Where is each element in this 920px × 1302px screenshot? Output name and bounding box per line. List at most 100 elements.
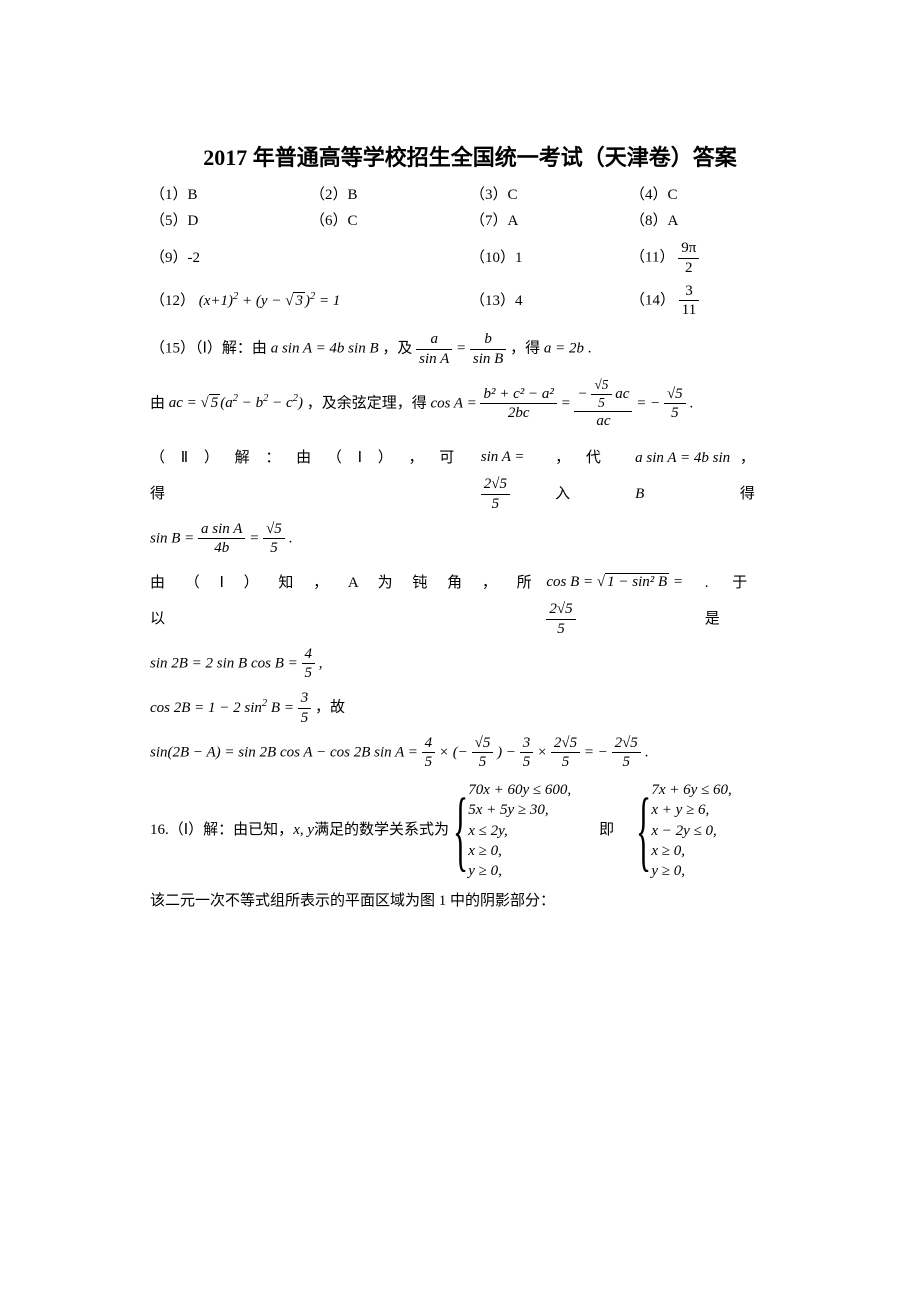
q15-l3-pre: （ Ⅱ ） 解 ： 由 （ Ⅰ ） ， 可 得	[150, 440, 481, 512]
q15-l5-cos: cos B =	[546, 574, 597, 590]
q15-l1-eq1: a sin A = 4b sin B	[271, 341, 379, 357]
q16-s2r4: x ≥ 0,	[651, 841, 731, 861]
q15-l8-m3: ×	[537, 744, 551, 760]
q15-l2-f2it: √5	[591, 377, 611, 395]
q15-l3-m: ， 代 入	[555, 440, 635, 512]
q15-l1-post: ，得 a = 2b .	[510, 341, 591, 357]
ans-11-num: 9π	[678, 239, 699, 259]
ans-12-eq: (x+1)2 + (y − 3)2 = 1	[199, 293, 341, 309]
q15-l4-f2n: √5	[263, 520, 285, 540]
q15-l4-f1n: a sin A	[198, 520, 245, 540]
ans-7: （7）A	[470, 209, 630, 233]
q15-l2-f1n: b² + c² − a²	[480, 385, 556, 405]
q16-s2r1: 7x + 6y ≤ 60,	[651, 780, 731, 800]
q15-l2-f3n: √5	[664, 385, 686, 405]
q15-l8-f2n: √5	[472, 734, 494, 754]
q15-l7-n: 3	[298, 689, 312, 709]
page-title: 2017 年普通高等学校招生全国统一考试（天津卷）答案	[150, 140, 790, 175]
q15-l7-f: 3 5	[298, 689, 312, 728]
q15-l4-f1: a sin A 4b	[198, 520, 245, 559]
q15-l6-f: 4 5	[302, 645, 316, 684]
q15-l2-cos: cos A =	[430, 395, 480, 411]
ans-14: （14） 3 11	[630, 282, 790, 321]
q15-l4-pre: sin B =	[150, 530, 198, 546]
q15-l2-acv: ac =	[169, 395, 201, 411]
q15-l5-post: . 于 是	[705, 565, 790, 637]
q15-l2-end: .	[689, 395, 693, 411]
q15-l8-f5n: 2√5	[612, 734, 641, 754]
exam-answer-page: 2017 年普通高等学校招生全国统一考试（天津卷）答案 （1）B （2）B （3…	[0, 0, 920, 973]
q15-line5: 由 （ Ⅰ ） 知 ， A 为 钝 角 ， 所 以 cos B = 1 − si…	[150, 564, 790, 639]
ans-12-label: （12）	[150, 293, 195, 309]
q16-s2r2: x + y ≥ 6,	[651, 800, 731, 820]
q15-l2-f2-inner: √55	[591, 377, 611, 412]
q15-l5-sqv: 1 − sin² B	[605, 573, 669, 591]
q15-l6-pre: sin 2B = 2 sin B cos B =	[150, 655, 302, 671]
ans-3: （3）C	[470, 183, 630, 207]
q16-pre: 16.（Ⅰ）解：由已知，	[150, 811, 293, 850]
q15-l8-end: .	[645, 744, 649, 760]
q15-l8-pre: sin(2B − A) = sin 2B cos A − cos 2B sin …	[150, 744, 422, 760]
q15-l2-f2ib: 5	[591, 395, 611, 412]
q15-l3-eq: a sin A = 4b sin B	[635, 440, 740, 512]
q15-l8-f1n: 4	[422, 734, 436, 754]
q16-last: 该二元一次不等式组所表示的平面区域为图 1 中的阴影部分：	[150, 889, 790, 913]
ans-10: （10）1	[470, 246, 630, 270]
ans-14-num: 3	[679, 282, 699, 302]
brace-icon-2: {	[636, 786, 651, 876]
q15-l1-f2: b sin B	[470, 330, 506, 369]
q15-l1-f2d: sin B	[470, 350, 506, 369]
q15-l8-f3d: 5	[520, 753, 534, 772]
ans-11: （11） 9π 2	[630, 239, 790, 278]
q16-s1r1: 70x + 60y ≤ 600,	[468, 780, 571, 800]
q15-l3-f: 2√5 5	[481, 475, 510, 514]
a12-sqrt: 3	[285, 293, 305, 309]
q15-l2-f3d: 5	[664, 404, 686, 423]
q15-line2: 由 ac = 5(a2 − b2 − c2) ，及余弦定理，得 cos A = …	[150, 377, 790, 432]
q15-l8-f5d: 5	[612, 753, 641, 772]
q15-l3-fn: 2√5	[481, 475, 510, 495]
q15-l1-eq: =	[456, 341, 470, 357]
q15-l2-p: (a	[220, 395, 233, 411]
q15-l1-f1n: a	[416, 330, 452, 350]
q15-l2-m: − b	[238, 395, 263, 411]
ans-9: （9）-2	[150, 246, 470, 270]
q15-l5-mid: cos B = 1 − sin² B = 2√5 5	[546, 564, 704, 639]
q15-line8: sin(2B − A) = sin 2B cos A − cos 2B sin …	[150, 734, 790, 773]
q15-line4: sin B = a sin A 4b = √5 5 .	[150, 520, 790, 559]
q15-l3-sin: sin A =	[481, 449, 525, 465]
q15-l2-sqrt: 5	[201, 395, 221, 411]
q16-xy: x, y	[293, 811, 314, 850]
q15-l6-d: 5	[302, 664, 316, 683]
answers-1-8: （1）B （2）B （3）C （4）C （5）D （6）C （7）A （8）A	[150, 183, 790, 233]
q15-l8-m2: ) −	[497, 744, 520, 760]
a12-mid: + (y −	[238, 293, 285, 309]
q15-l4-e: =	[249, 530, 263, 546]
q15-l8-f4n: 2√5	[551, 734, 580, 754]
q15-l8-f2: √55	[472, 734, 494, 773]
ans-11-frac: 9π 2	[678, 239, 699, 278]
q15-l2-f3: √5 5	[664, 385, 686, 424]
q15-l1-f2n: b	[470, 330, 506, 350]
ans-13: （13）4	[470, 289, 630, 313]
ans-4: （4）C	[630, 183, 790, 207]
q15-line1: （15）（Ⅰ）解：由 a sin A = 4b sin B ，及 a sin A…	[150, 330, 790, 369]
q15-l2-f2: − √55 ac ac	[574, 377, 632, 432]
q16-line: 16.（Ⅰ）解：由已知， x, y 满足的数学关系式为 { 70x + 60y …	[150, 780, 790, 881]
q15-l2-f1: b² + c² − a² 2bc	[480, 385, 556, 424]
q15-l2-pre: 由	[150, 395, 169, 411]
q16-s1r3: x ≤ 2y,	[468, 821, 571, 841]
q15-l2-sqrtv: 5	[209, 394, 221, 412]
ans-11-den: 2	[678, 259, 699, 278]
ans-14-den: 11	[679, 301, 699, 320]
q15-l1-f1: a sin A	[416, 330, 452, 369]
ans-11-label: （11）	[630, 250, 674, 266]
q15-l1-f1d: sin A	[416, 350, 452, 369]
q15-l8-f1d: 5	[422, 753, 436, 772]
q15-l2-ac: ac = 5(a2 − b2 − c2)	[169, 395, 307, 411]
q15-l5-fd: 5	[546, 620, 575, 639]
q15-l2-e1: =	[561, 395, 575, 411]
q16-between: 即	[599, 811, 614, 850]
q15-l2-f2ns: ac	[612, 386, 630, 402]
q16-s2r5: y ≥ 0,	[651, 861, 731, 881]
